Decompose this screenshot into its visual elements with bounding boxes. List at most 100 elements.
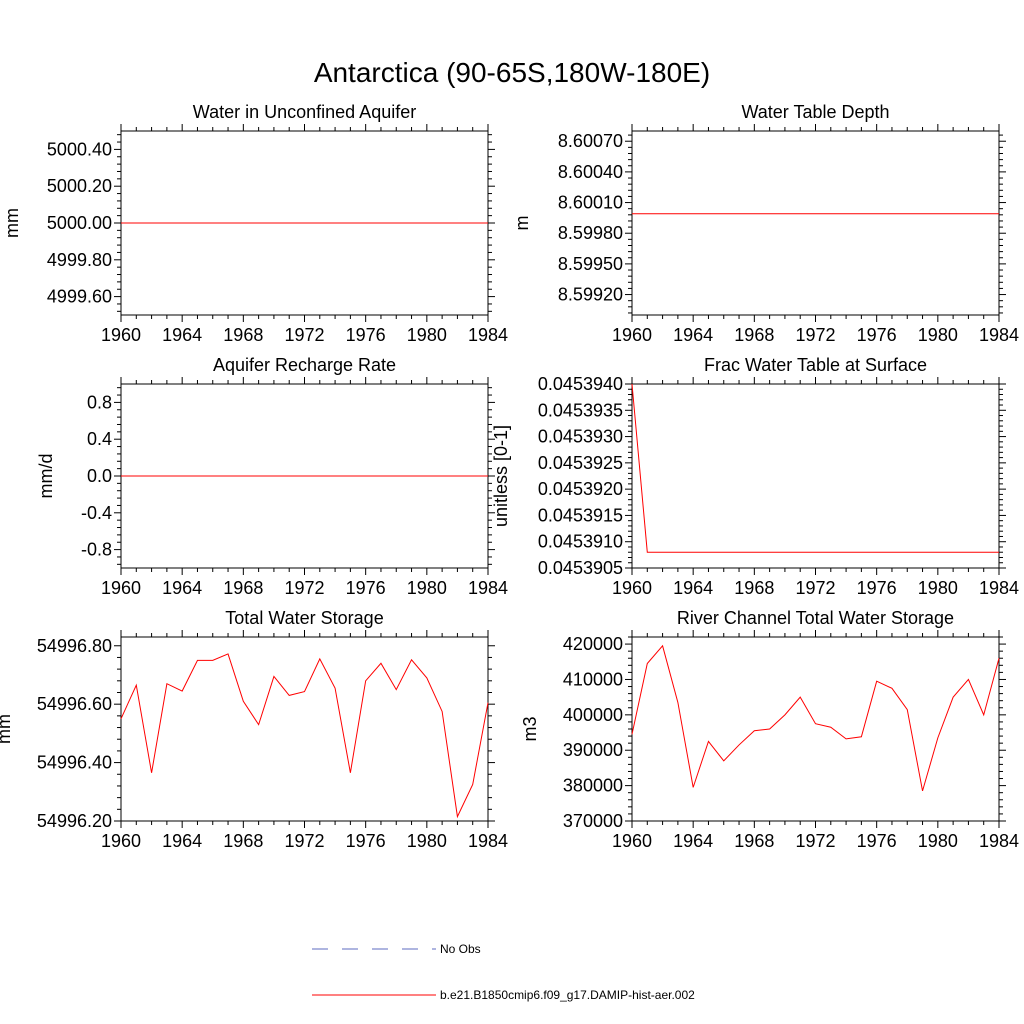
y-tick-label: 410000 bbox=[563, 669, 623, 689]
x-tick-label: 1964 bbox=[162, 831, 202, 851]
x-tick-label: 1968 bbox=[223, 831, 263, 851]
plot-frame bbox=[631, 383, 1000, 569]
panels: Water in Unconfined Aquifer 1960 1964 1968 1… bbox=[0, 102, 1019, 851]
legend-label-no-obs: No Obs bbox=[440, 942, 481, 956]
x-tick-label: 1960 bbox=[612, 325, 652, 345]
panel-title: Total Water Storage bbox=[225, 608, 383, 628]
y-tick-label: 400000 bbox=[563, 705, 623, 725]
y-tick-label: 0.0453910 bbox=[538, 532, 623, 552]
x-tick-label: 1984 bbox=[979, 831, 1019, 851]
y-tick-label: 8.59980 bbox=[558, 223, 623, 243]
x-tick-label: 1964 bbox=[673, 578, 713, 598]
y-tick-label: 8.59920 bbox=[558, 285, 623, 305]
y-tick-label: 5000.00 bbox=[47, 213, 112, 233]
y-tick-label: 0.0453920 bbox=[538, 479, 623, 499]
y-tick-label: 0.0453935 bbox=[538, 400, 623, 420]
panel-title: Aquifer Recharge Rate bbox=[213, 355, 396, 375]
x-tick-label: 1984 bbox=[979, 325, 1019, 345]
y-tick-label: 54996.60 bbox=[37, 694, 112, 714]
y-axis-label: mm/d bbox=[36, 454, 56, 499]
panel-title: Water Table Depth bbox=[741, 102, 889, 122]
series-line bbox=[631, 383, 999, 553]
x-tick-label: 1984 bbox=[468, 831, 508, 851]
y-tick-label: -0.8 bbox=[81, 540, 112, 560]
y-axis-label: unitless [0-1] bbox=[491, 425, 511, 527]
panel-title: Water in Unconfined Aquifer bbox=[193, 102, 416, 122]
x-tick-label: 1976 bbox=[857, 578, 897, 598]
x-tick-label: 1964 bbox=[673, 325, 713, 345]
y-tick-label: 0.0453915 bbox=[538, 505, 623, 525]
series-line bbox=[631, 644, 1000, 792]
x-tick-label: 1972 bbox=[795, 325, 835, 345]
y-axis-label: mm bbox=[0, 714, 14, 744]
y-tick-label: 54996.20 bbox=[37, 811, 112, 831]
y-tick-label: 8.59950 bbox=[558, 254, 623, 274]
x-tick-label: 1968 bbox=[223, 325, 263, 345]
y-axis-label: m bbox=[512, 216, 532, 231]
y-tick-label: 54996.40 bbox=[37, 753, 112, 773]
y-tick-label: 0.0453940 bbox=[538, 374, 623, 394]
x-tick-label: 1960 bbox=[612, 578, 652, 598]
plot-frame bbox=[631, 130, 1000, 316]
panel-title: River Channel Total Water Storage bbox=[677, 608, 954, 628]
x-tick-label: 1976 bbox=[857, 831, 897, 851]
x-tick-label: 1976 bbox=[346, 831, 386, 851]
y-tick-label: 0.0453930 bbox=[538, 427, 623, 447]
x-tick-label: 1972 bbox=[284, 831, 324, 851]
y-axis-label: m3 bbox=[520, 716, 540, 741]
y-tick-label: 0.4 bbox=[87, 429, 112, 449]
y-tick-label: 54996.80 bbox=[37, 636, 112, 656]
x-tick-label: 1984 bbox=[468, 325, 508, 345]
x-tick-label: 1976 bbox=[346, 578, 386, 598]
x-tick-label: 1976 bbox=[857, 325, 897, 345]
x-tick-label: 1980 bbox=[407, 325, 447, 345]
legend: No Obs b.e21.B1850cmip6.f09_g17.DAMIP-hi… bbox=[312, 942, 695, 1002]
x-tick-label: 1964 bbox=[673, 831, 713, 851]
y-tick-label: 0.0453905 bbox=[538, 558, 623, 578]
y-tick-label: 0.8 bbox=[87, 392, 112, 412]
x-tick-label: 1972 bbox=[795, 831, 835, 851]
x-tick-label: 1960 bbox=[101, 325, 141, 345]
panel-4: Frac Water Table at Surface 1960 1964 1968 1… bbox=[491, 355, 1019, 598]
x-tick-label: 1968 bbox=[734, 578, 774, 598]
y-tick-label: 0.0453925 bbox=[538, 453, 623, 473]
series-line bbox=[120, 653, 489, 819]
panel-5: Total Water Storage 1960 1964 1968 1972 1976 1… bbox=[0, 608, 508, 851]
panel-title: Frac Water Table at Surface bbox=[704, 355, 927, 375]
y-tick-label: 4999.60 bbox=[47, 287, 112, 307]
panel-2: Water Table Depth 1960 1964 1968 1972 1976 198… bbox=[512, 102, 1019, 345]
x-tick-label: 1960 bbox=[101, 578, 141, 598]
y-tick-label: 380000 bbox=[563, 776, 623, 796]
x-tick-label: 1960 bbox=[101, 831, 141, 851]
x-tick-label: 1980 bbox=[918, 831, 958, 851]
x-tick-label: 1968 bbox=[734, 325, 774, 345]
main-title: Antarctica (90-65S,180W-180E) bbox=[314, 57, 710, 88]
y-tick-label: 8.60040 bbox=[558, 162, 623, 182]
x-tick-label: 1980 bbox=[407, 578, 447, 598]
x-tick-label: 1980 bbox=[407, 831, 447, 851]
y-axis-label: mm bbox=[2, 208, 22, 238]
x-tick-label: 1964 bbox=[162, 578, 202, 598]
plot-frame bbox=[631, 636, 1000, 822]
panel-3: Aquifer Recharge Rate 1960 1964 1968 1972 197… bbox=[36, 355, 508, 598]
x-tick-label: 1960 bbox=[612, 831, 652, 851]
y-tick-label: 390000 bbox=[563, 740, 623, 760]
x-tick-label: 1968 bbox=[734, 831, 774, 851]
x-tick-label: 1968 bbox=[223, 578, 263, 598]
y-tick-label: 8.60010 bbox=[558, 193, 623, 213]
y-tick-label: -0.4 bbox=[81, 503, 112, 523]
y-tick-label: 0.0 bbox=[87, 466, 112, 486]
y-tick-label: 370000 bbox=[563, 811, 623, 831]
legend-label-model: b.e21.B1850cmip6.f09_g17.DAMIP-hist-aer.… bbox=[440, 988, 695, 1002]
x-tick-label: 1972 bbox=[284, 325, 324, 345]
x-tick-label: 1964 bbox=[162, 325, 202, 345]
x-tick-label: 1972 bbox=[795, 578, 835, 598]
y-tick-label: 8.60070 bbox=[558, 131, 623, 151]
y-tick-label: 4999.80 bbox=[47, 250, 112, 270]
panel-6: River Channel Total Water Storage 1960 196… bbox=[520, 608, 1019, 851]
y-tick-label: 5000.20 bbox=[47, 176, 112, 196]
x-tick-label: 1980 bbox=[918, 325, 958, 345]
y-tick-label: 5000.40 bbox=[47, 139, 112, 159]
y-tick-label: 420000 bbox=[563, 634, 623, 654]
